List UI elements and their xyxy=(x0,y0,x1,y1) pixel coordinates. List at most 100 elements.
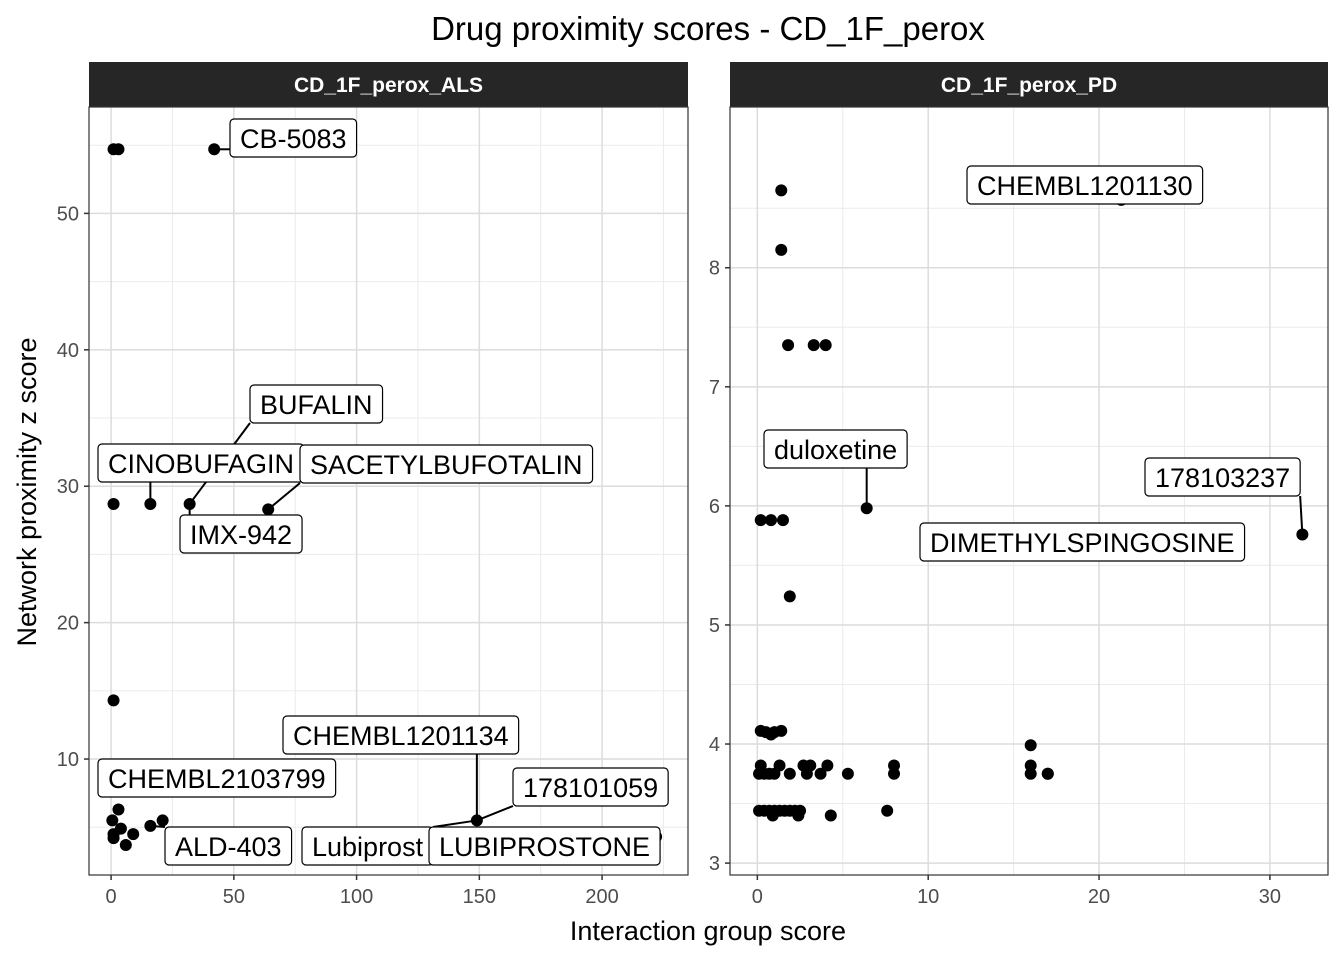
data-point xyxy=(754,514,767,527)
data-point xyxy=(800,767,813,780)
data-point xyxy=(888,767,901,780)
facet-strip xyxy=(730,62,1328,107)
y-tick-label: 3 xyxy=(709,853,720,875)
data-point xyxy=(775,724,788,737)
point-label: CHEMBL1201130 xyxy=(966,165,1204,205)
facet-strip xyxy=(89,62,688,107)
x-tick-label: 200 xyxy=(585,886,618,908)
y-axis-title: Network proximity z score xyxy=(12,337,42,646)
point-label-box xyxy=(97,758,337,798)
data-point xyxy=(783,590,796,603)
x-tick-label: 50 xyxy=(223,886,245,908)
point-label: IMX-942 xyxy=(179,503,303,554)
facet-strip-label: CD_1F_perox_PD xyxy=(941,74,1117,97)
x-tick-label: 20 xyxy=(1088,886,1110,908)
data-point xyxy=(819,339,832,352)
chart-title: Drug proximity scores - CD_1F_perox xyxy=(431,10,985,47)
data-point xyxy=(807,339,820,352)
label-leader-line xyxy=(150,824,166,828)
data-point xyxy=(881,804,894,817)
data-point xyxy=(112,803,125,816)
point-label: 178103237 xyxy=(1144,457,1304,535)
point-label-text: CB-5083 xyxy=(240,124,347,154)
data-point xyxy=(821,759,834,772)
data-point xyxy=(1041,767,1054,780)
point-label-text: LUBIPROSTONE xyxy=(439,832,650,862)
point-label-box xyxy=(229,118,358,158)
point-label-box xyxy=(282,715,520,755)
point-label: ALD-403 xyxy=(150,824,293,866)
x-tick-label: 0 xyxy=(106,886,117,908)
point-label-text: CINOBUFAGIN xyxy=(108,449,294,479)
point-label-box xyxy=(299,444,594,484)
data-point xyxy=(107,832,120,845)
point-label-box xyxy=(1144,457,1301,497)
point-label-text: Lubiprost xyxy=(312,832,424,862)
x-tick-label: 0 xyxy=(752,886,763,908)
x-tick-label: 100 xyxy=(340,886,373,908)
y-tick-label: 40 xyxy=(57,340,79,362)
point-label-text: DIMETHYLSPINGOSINE xyxy=(930,528,1235,558)
y-tick-label: 50 xyxy=(57,203,79,225)
point-label-text: CHEMBL1201134 xyxy=(293,721,509,751)
data-point xyxy=(775,243,788,256)
y-tick-label: 20 xyxy=(57,613,79,635)
point-label: 178101059 xyxy=(476,767,669,822)
data-point xyxy=(127,828,140,841)
point-label-box xyxy=(249,384,384,424)
y-tick-label: 5 xyxy=(709,615,720,637)
point-label-box xyxy=(919,522,1246,562)
point-label: duloxetine xyxy=(763,429,908,509)
data-point xyxy=(114,822,127,835)
point-label: DIMETHYLSPINGOSINE xyxy=(919,522,1246,562)
data-point xyxy=(776,514,789,527)
data-point xyxy=(1024,739,1037,752)
point-label-text: 178103237 xyxy=(1155,463,1290,493)
x-tick-label: 10 xyxy=(917,886,939,908)
data-point xyxy=(106,814,119,827)
data-point xyxy=(119,838,132,851)
point-label-text: SACETYLBUFOTALIN xyxy=(310,450,583,480)
y-tick-label: 8 xyxy=(709,258,720,280)
data-point xyxy=(766,809,779,822)
label-leader-line xyxy=(1299,495,1304,535)
y-tick-label: 30 xyxy=(57,476,79,498)
panel-border xyxy=(88,106,689,876)
data-point xyxy=(783,767,796,780)
point-label: SACETYLBUFOTALIN xyxy=(267,444,594,511)
panel-pd: CD_1F_perox_PD 0 10 20 30 3 4 5 6 7 8 CHEMBL1201130… xyxy=(709,62,1329,908)
point-label-box xyxy=(428,826,661,866)
data-point xyxy=(765,514,778,527)
point-label-text: ALD-403 xyxy=(175,832,282,862)
label-leader-line xyxy=(476,805,514,822)
point-label: Lubiprost xyxy=(301,819,478,866)
point-label-box xyxy=(966,165,1204,205)
data-point xyxy=(860,502,873,515)
point-label: BUFALIN xyxy=(188,384,384,505)
label-leader-line xyxy=(267,482,301,511)
point-label-box xyxy=(512,767,669,807)
point-label-text: duloxetine xyxy=(774,435,897,465)
point-label-text: BUFALIN xyxy=(260,390,373,420)
data-point xyxy=(1024,759,1037,772)
point-label-text: IMX-942 xyxy=(190,520,292,550)
point-label: CHEMBL2103799 xyxy=(97,758,337,798)
y-tick-label: 10 xyxy=(57,749,79,771)
point-label-text: CHEMBL2103799 xyxy=(108,764,326,794)
data-point xyxy=(824,809,837,822)
panel-als: CD_1F_perox_ALS 0 50 100 150 200 10 20 30 40 50 CB-… xyxy=(57,62,689,908)
data-point xyxy=(107,694,120,707)
data-point xyxy=(775,184,788,197)
point-label-box xyxy=(164,826,293,866)
x-tick-label: 150 xyxy=(463,886,496,908)
x-axis-title: Interaction group score xyxy=(570,916,846,946)
data-point xyxy=(112,143,125,156)
point-label-box xyxy=(763,429,908,469)
data-point xyxy=(814,767,827,780)
point-label-text: CHEMBL1201130 xyxy=(977,171,1193,201)
data-point xyxy=(1024,767,1037,780)
point-label: LUBIPROSTONE xyxy=(428,826,661,866)
panel-border xyxy=(729,106,1329,876)
